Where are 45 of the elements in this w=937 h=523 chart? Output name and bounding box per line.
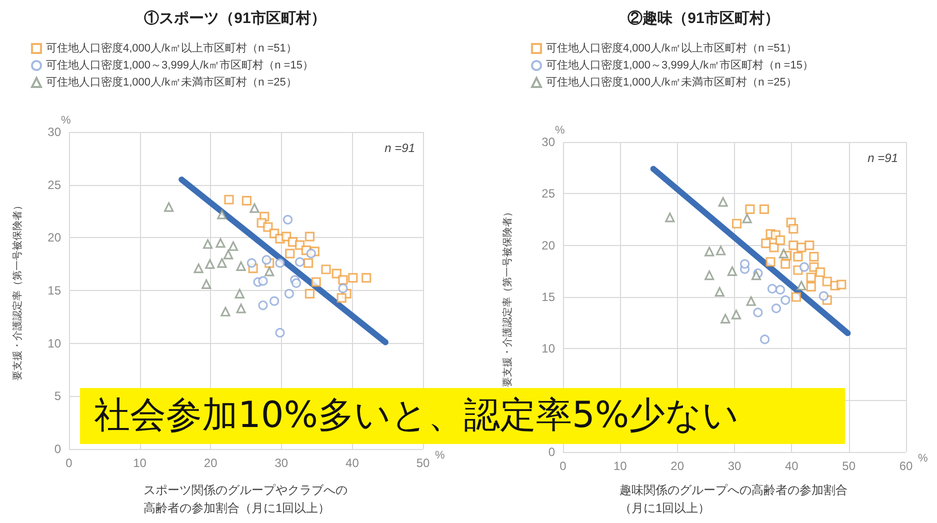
x-tick-label: 40 bbox=[784, 459, 799, 473]
x-axis-title: スポーツ関係のグループやクラブへの高齢者の参加割合（月に1回以上） bbox=[144, 483, 348, 515]
text: % bbox=[555, 124, 565, 136]
x-tick-label: 10 bbox=[133, 456, 147, 470]
x-axis-title: 趣味関係のグループへの高齢者の参加割合（月に1回以上） bbox=[620, 483, 848, 515]
x-tick-label: 50 bbox=[842, 459, 856, 473]
y-tick-label: 25 bbox=[48, 178, 62, 192]
y-tick-label: 15 bbox=[48, 284, 62, 298]
annotation: 社会参加10%多いと、認定率5%少ない bbox=[94, 394, 740, 438]
y-tick-label: 20 bbox=[542, 238, 556, 252]
y-axis-title: 要支援・介護認定率（第一号被保険者） bbox=[502, 207, 514, 387]
text: % bbox=[435, 450, 445, 462]
legend-label: 可住地人口密度4,000人/k㎡以上市区町村（n =51） bbox=[546, 42, 797, 54]
legend-label: 可住地人口密度4,000人/k㎡以上市区町村（n =51） bbox=[46, 42, 297, 54]
y-tick-label: 10 bbox=[48, 336, 62, 350]
y-tick-label: 20 bbox=[48, 230, 62, 245]
chart-title: ①スポーツ（91市区町村） bbox=[144, 9, 326, 27]
annotation: n =91 bbox=[384, 141, 416, 155]
y-tick-label: 30 bbox=[542, 135, 556, 149]
y-tick-label: 0 bbox=[54, 442, 62, 456]
y-tick-label: 25 bbox=[542, 186, 556, 201]
x-tick-label: 30 bbox=[728, 459, 742, 473]
y-tick-label: 0 bbox=[548, 445, 556, 459]
x-tick-label: 0 bbox=[560, 459, 567, 473]
x-tick-label: 10 bbox=[613, 459, 628, 473]
y-tick-label: 10 bbox=[542, 342, 556, 356]
x-tick-label: 20 bbox=[670, 459, 684, 473]
x-tick-label: 50 bbox=[416, 456, 430, 470]
legend-label: 可住地人口密度1,000～3,999人/k㎡市区町村（n =15） bbox=[46, 58, 314, 72]
x-tick-label: 60 bbox=[899, 459, 913, 473]
x-tick-label: 40 bbox=[346, 456, 360, 470]
y-axis-title: 要支援・介護認定率（第一号被保険者） bbox=[12, 200, 24, 380]
x-tick-label: 0 bbox=[66, 456, 73, 470]
legend-label: 可住地人口密度1,000人/k㎡未満市区町村（n =25） bbox=[546, 76, 797, 88]
x-tick-label: 20 bbox=[204, 456, 218, 470]
annotation: n =91 bbox=[868, 151, 898, 165]
y-tick-label: 30 bbox=[48, 125, 62, 139]
text: % bbox=[918, 452, 928, 464]
chart-title: ②趣味（91市区町村） bbox=[628, 9, 780, 27]
legend-label: 可住地人口密度1,000人/k㎡未満市区町村（n =25） bbox=[46, 76, 297, 88]
y-tick-label: 15 bbox=[542, 290, 556, 304]
y-tick-label: 5 bbox=[54, 389, 62, 404]
legend-label: 可住地人口密度1,000～3,999人/k㎡市区町村（n =15） bbox=[546, 58, 814, 72]
x-tick-label: 30 bbox=[274, 456, 288, 470]
text: % bbox=[61, 114, 71, 126]
